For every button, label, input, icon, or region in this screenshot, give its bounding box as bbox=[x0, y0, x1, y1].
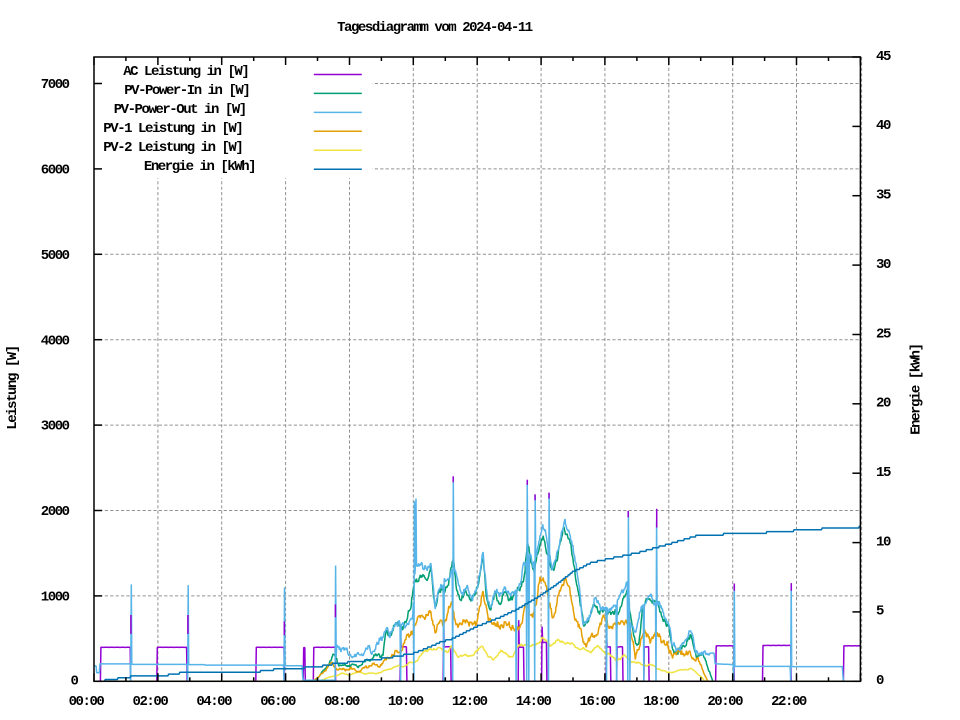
svg-text:14:00: 14:00 bbox=[516, 694, 552, 710]
svg-text:Leistung [W]: Leistung [W] bbox=[5, 346, 21, 429]
svg-text:25: 25 bbox=[876, 326, 891, 342]
svg-text:5000: 5000 bbox=[41, 248, 70, 264]
svg-text:08:00: 08:00 bbox=[324, 694, 360, 710]
svg-text:PV-Power-Out in [W]: PV-Power-Out in [W] bbox=[114, 102, 246, 118]
svg-text:7000: 7000 bbox=[41, 77, 70, 93]
svg-text:16:00: 16:00 bbox=[580, 694, 616, 710]
svg-text:4000: 4000 bbox=[41, 333, 70, 349]
svg-text:45: 45 bbox=[876, 49, 891, 65]
svg-text:Energie in [kWh]: Energie in [kWh] bbox=[144, 159, 255, 175]
svg-text:2000: 2000 bbox=[41, 504, 70, 520]
svg-text:PV-2 Leistung in [W]: PV-2 Leistung in [W] bbox=[103, 140, 242, 156]
svg-text:20:00: 20:00 bbox=[707, 694, 743, 710]
svg-text:5: 5 bbox=[876, 604, 884, 620]
svg-text:35: 35 bbox=[876, 188, 891, 204]
svg-text:10: 10 bbox=[876, 534, 891, 550]
svg-text:18:00: 18:00 bbox=[643, 694, 679, 710]
svg-text:20: 20 bbox=[876, 396, 891, 412]
svg-text:40: 40 bbox=[876, 118, 891, 134]
svg-text:0: 0 bbox=[71, 674, 79, 690]
svg-text:Energie [kWh]: Energie [kWh] bbox=[909, 344, 925, 434]
svg-text:PV-Power-In in [W]: PV-Power-In in [W] bbox=[124, 83, 249, 99]
svg-text:PV-1 Leistung in [W]: PV-1 Leistung in [W] bbox=[103, 121, 242, 137]
svg-text:Tagesdiagramm vom 2024-04-11: Tagesdiagramm vom 2024-04-11 bbox=[337, 20, 533, 36]
svg-text:02:00: 02:00 bbox=[133, 694, 169, 710]
svg-text:04:00: 04:00 bbox=[196, 694, 232, 710]
svg-text:0: 0 bbox=[876, 673, 884, 689]
svg-text:3000: 3000 bbox=[41, 419, 70, 435]
svg-text:06:00: 06:00 bbox=[260, 694, 296, 710]
svg-text:AC Leistung in [W]: AC Leistung in [W] bbox=[123, 64, 248, 80]
svg-text:10:00: 10:00 bbox=[388, 694, 424, 710]
svg-text:1000: 1000 bbox=[41, 590, 70, 606]
svg-text:12:00: 12:00 bbox=[452, 694, 488, 710]
svg-text:00:00: 00:00 bbox=[69, 694, 105, 710]
svg-text:30: 30 bbox=[876, 257, 891, 273]
svg-text:6000: 6000 bbox=[41, 163, 70, 179]
svg-text:22:00: 22:00 bbox=[771, 694, 807, 710]
svg-text:15: 15 bbox=[876, 465, 891, 481]
